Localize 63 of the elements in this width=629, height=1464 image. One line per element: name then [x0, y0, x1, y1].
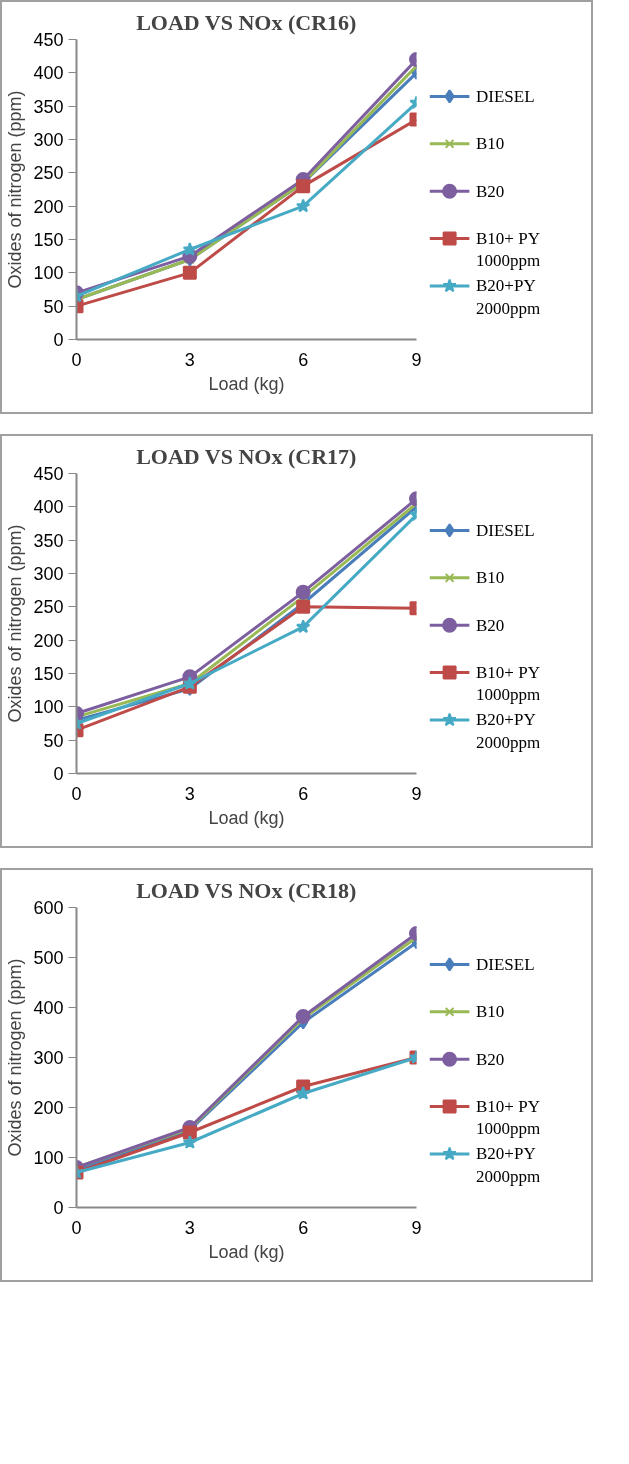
- chart-title: LOAD VS NOx (CR17): [136, 443, 357, 469]
- y-tick-label: 300: [33, 130, 64, 150]
- y-tick-label: 100: [33, 263, 64, 284]
- legend-label: DIESEL: [476, 86, 535, 106]
- x-tick-label: 6: [298, 1217, 309, 1238]
- y-tick-label: 0: [53, 764, 64, 784]
- x-tick-label: 3: [184, 783, 195, 804]
- legend-label: B20+PY 2000ppm: [476, 1143, 541, 1186]
- y-tick-label: 450: [33, 464, 64, 484]
- y-tick-label: 100: [33, 1148, 64, 1168]
- x-tick-label: 3: [184, 1217, 195, 1238]
- legend-label: B10+ PY 1000ppm: [476, 228, 541, 271]
- y-tick-label: 150: [33, 230, 64, 250]
- y-tick-label: 450: [33, 30, 64, 50]
- y-tick-label: 400: [33, 63, 64, 84]
- y-tick-label: 250: [33, 163, 64, 184]
- legend-label: B20: [476, 181, 505, 201]
- x-tick-label: 0: [71, 1217, 82, 1238]
- y-tick-label: 200: [33, 196, 64, 217]
- x-tick-label: 0: [71, 349, 82, 370]
- y-tick-label: 0: [53, 330, 64, 350]
- y-tick-label: 400: [33, 998, 64, 1018]
- y-tick-label: 50: [43, 730, 64, 751]
- y-tick-label: 350: [33, 96, 64, 117]
- y-tick-label: 300: [33, 564, 64, 584]
- legend-label: B20+PY 2000ppm: [476, 275, 541, 318]
- y-tick-label: 300: [33, 1048, 64, 1068]
- legend-label: DIESEL: [476, 520, 535, 540]
- x-axis-title: Load (kg): [208, 1241, 285, 1262]
- legend-label: B10+ PY 1000ppm: [476, 662, 541, 705]
- x-tick-label: 0: [71, 783, 82, 804]
- y-axis-title: Oxides of nitrogen (ppm): [5, 90, 26, 289]
- legend-label: B10: [476, 134, 505, 154]
- y-tick-label: 100: [33, 697, 64, 718]
- y-tick-label: 400: [33, 497, 64, 518]
- legend-label: B20: [476, 615, 505, 635]
- x-tick-label: 3: [184, 349, 195, 370]
- legend-label: B10+ PY 1000ppm: [476, 1096, 541, 1139]
- x-tick-label: 9: [411, 783, 422, 804]
- x-axis-title: Load (kg): [208, 373, 285, 394]
- y-tick-label: 250: [33, 597, 64, 618]
- chart-title: LOAD VS NOx (CR18): [136, 877, 357, 903]
- legend-label: B10: [476, 1002, 505, 1022]
- legend-label: B10: [476, 568, 505, 588]
- x-tick-label: 6: [298, 783, 309, 804]
- legend-label: DIESEL: [476, 954, 535, 974]
- x-tick-label: 6: [298, 349, 309, 370]
- legend-label: B20+PY 2000ppm: [476, 709, 541, 752]
- y-tick-label: 200: [33, 630, 64, 651]
- x-tick-label: 9: [411, 349, 422, 370]
- x-tick-label: 9: [411, 1217, 422, 1238]
- chart-title: LOAD VS NOx (CR16): [136, 9, 357, 35]
- y-axis-title: Oxides of nitrogen (ppm): [5, 958, 26, 1157]
- y-tick-label: 350: [33, 530, 64, 551]
- legend-label: B20: [476, 1049, 505, 1069]
- y-tick-label: 500: [33, 948, 64, 968]
- y-axis-title: Oxides of nitrogen (ppm): [5, 524, 26, 723]
- y-tick-label: 200: [33, 1098, 64, 1118]
- y-tick-label: 50: [43, 296, 64, 317]
- y-tick-label: 600: [33, 898, 64, 918]
- y-tick-label: 150: [33, 664, 64, 684]
- x-axis-title: Load (kg): [208, 807, 285, 828]
- y-tick-label: 0: [53, 1198, 64, 1218]
